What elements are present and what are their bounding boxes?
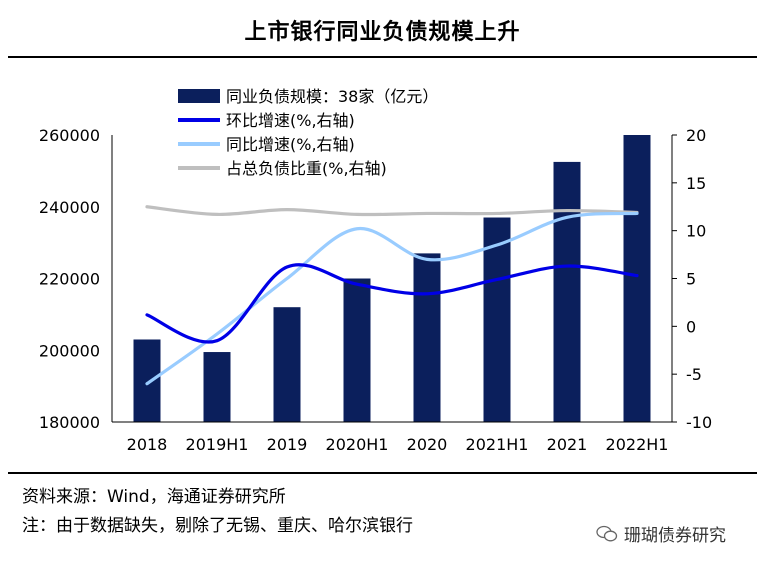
right-tick-label: 5 [686,270,696,289]
legend-label-line-1: 环比增速(%,右轴) [226,111,355,130]
bar-2018 [133,339,161,422]
right-tick-label: 15 [686,174,706,193]
footnote: 注：由于数据缺失，剔除了无锡、重庆、哈尔滨银行 [22,516,413,536]
plot-background [112,74,672,422]
series-line-2 [145,211,639,386]
left-tick-label: 200000 [39,341,100,360]
x-tick-label: 2019 [267,435,308,454]
chart-svg: 260000 240000 220000 200000 180000 20 15 10 5 0 -5… [39,74,712,454]
legend-swatch-bars [178,89,220,103]
top-divider [8,56,757,58]
x-tick-label: 2020H1 [326,435,389,454]
bar-2022H1 [623,135,651,422]
right-tick-label: -5 [686,365,702,384]
legend-label-line-2: 同比增速(%,右轴) [226,135,355,154]
x-tick-label: 2022H1 [606,435,669,454]
source-note: 资料来源：Wind，海通证券研究所 [22,487,286,507]
bar-2019H1 [203,352,231,422]
watermark-text: 珊瑚债券研究 [624,526,726,546]
bar-2021 [553,161,581,422]
bar-2020 [413,253,441,422]
x-tick-label: 2021 [547,435,588,454]
wechat-icon [596,525,618,541]
bottom-divider [8,472,757,474]
right-tick-label: 10 [686,222,706,241]
watermark: 珊瑚债券研究 [596,521,726,546]
bar-2021H1 [483,217,511,422]
right-tick-label: -10 [686,413,712,432]
left-tick-label: 260000 [39,126,100,145]
left-tick-label: 220000 [39,270,100,289]
legend-label-line-3: 占总负债比重(%,右轴) [226,159,387,178]
series-line-3 [145,205,639,217]
x-tick-label: 2021H1 [466,435,529,454]
x-tick-label: 2018 [127,435,168,454]
right-tick-label: 0 [686,317,696,336]
bar-2019 [273,307,301,422]
x-tick-label: 2020 [407,435,448,454]
left-tick-label: 240000 [39,198,100,217]
chart-title: 上市银行同业负债规模上升 [244,20,521,45]
right-tick-label: 20 [686,126,706,145]
legend-label-bars: 同业负债规模：38家（亿元） [226,87,438,106]
series-line-1 [145,263,639,344]
bar-2020H1 [343,278,371,422]
left-tick-label: 180000 [39,413,100,432]
x-tick-label: 2019H1 [186,435,249,454]
